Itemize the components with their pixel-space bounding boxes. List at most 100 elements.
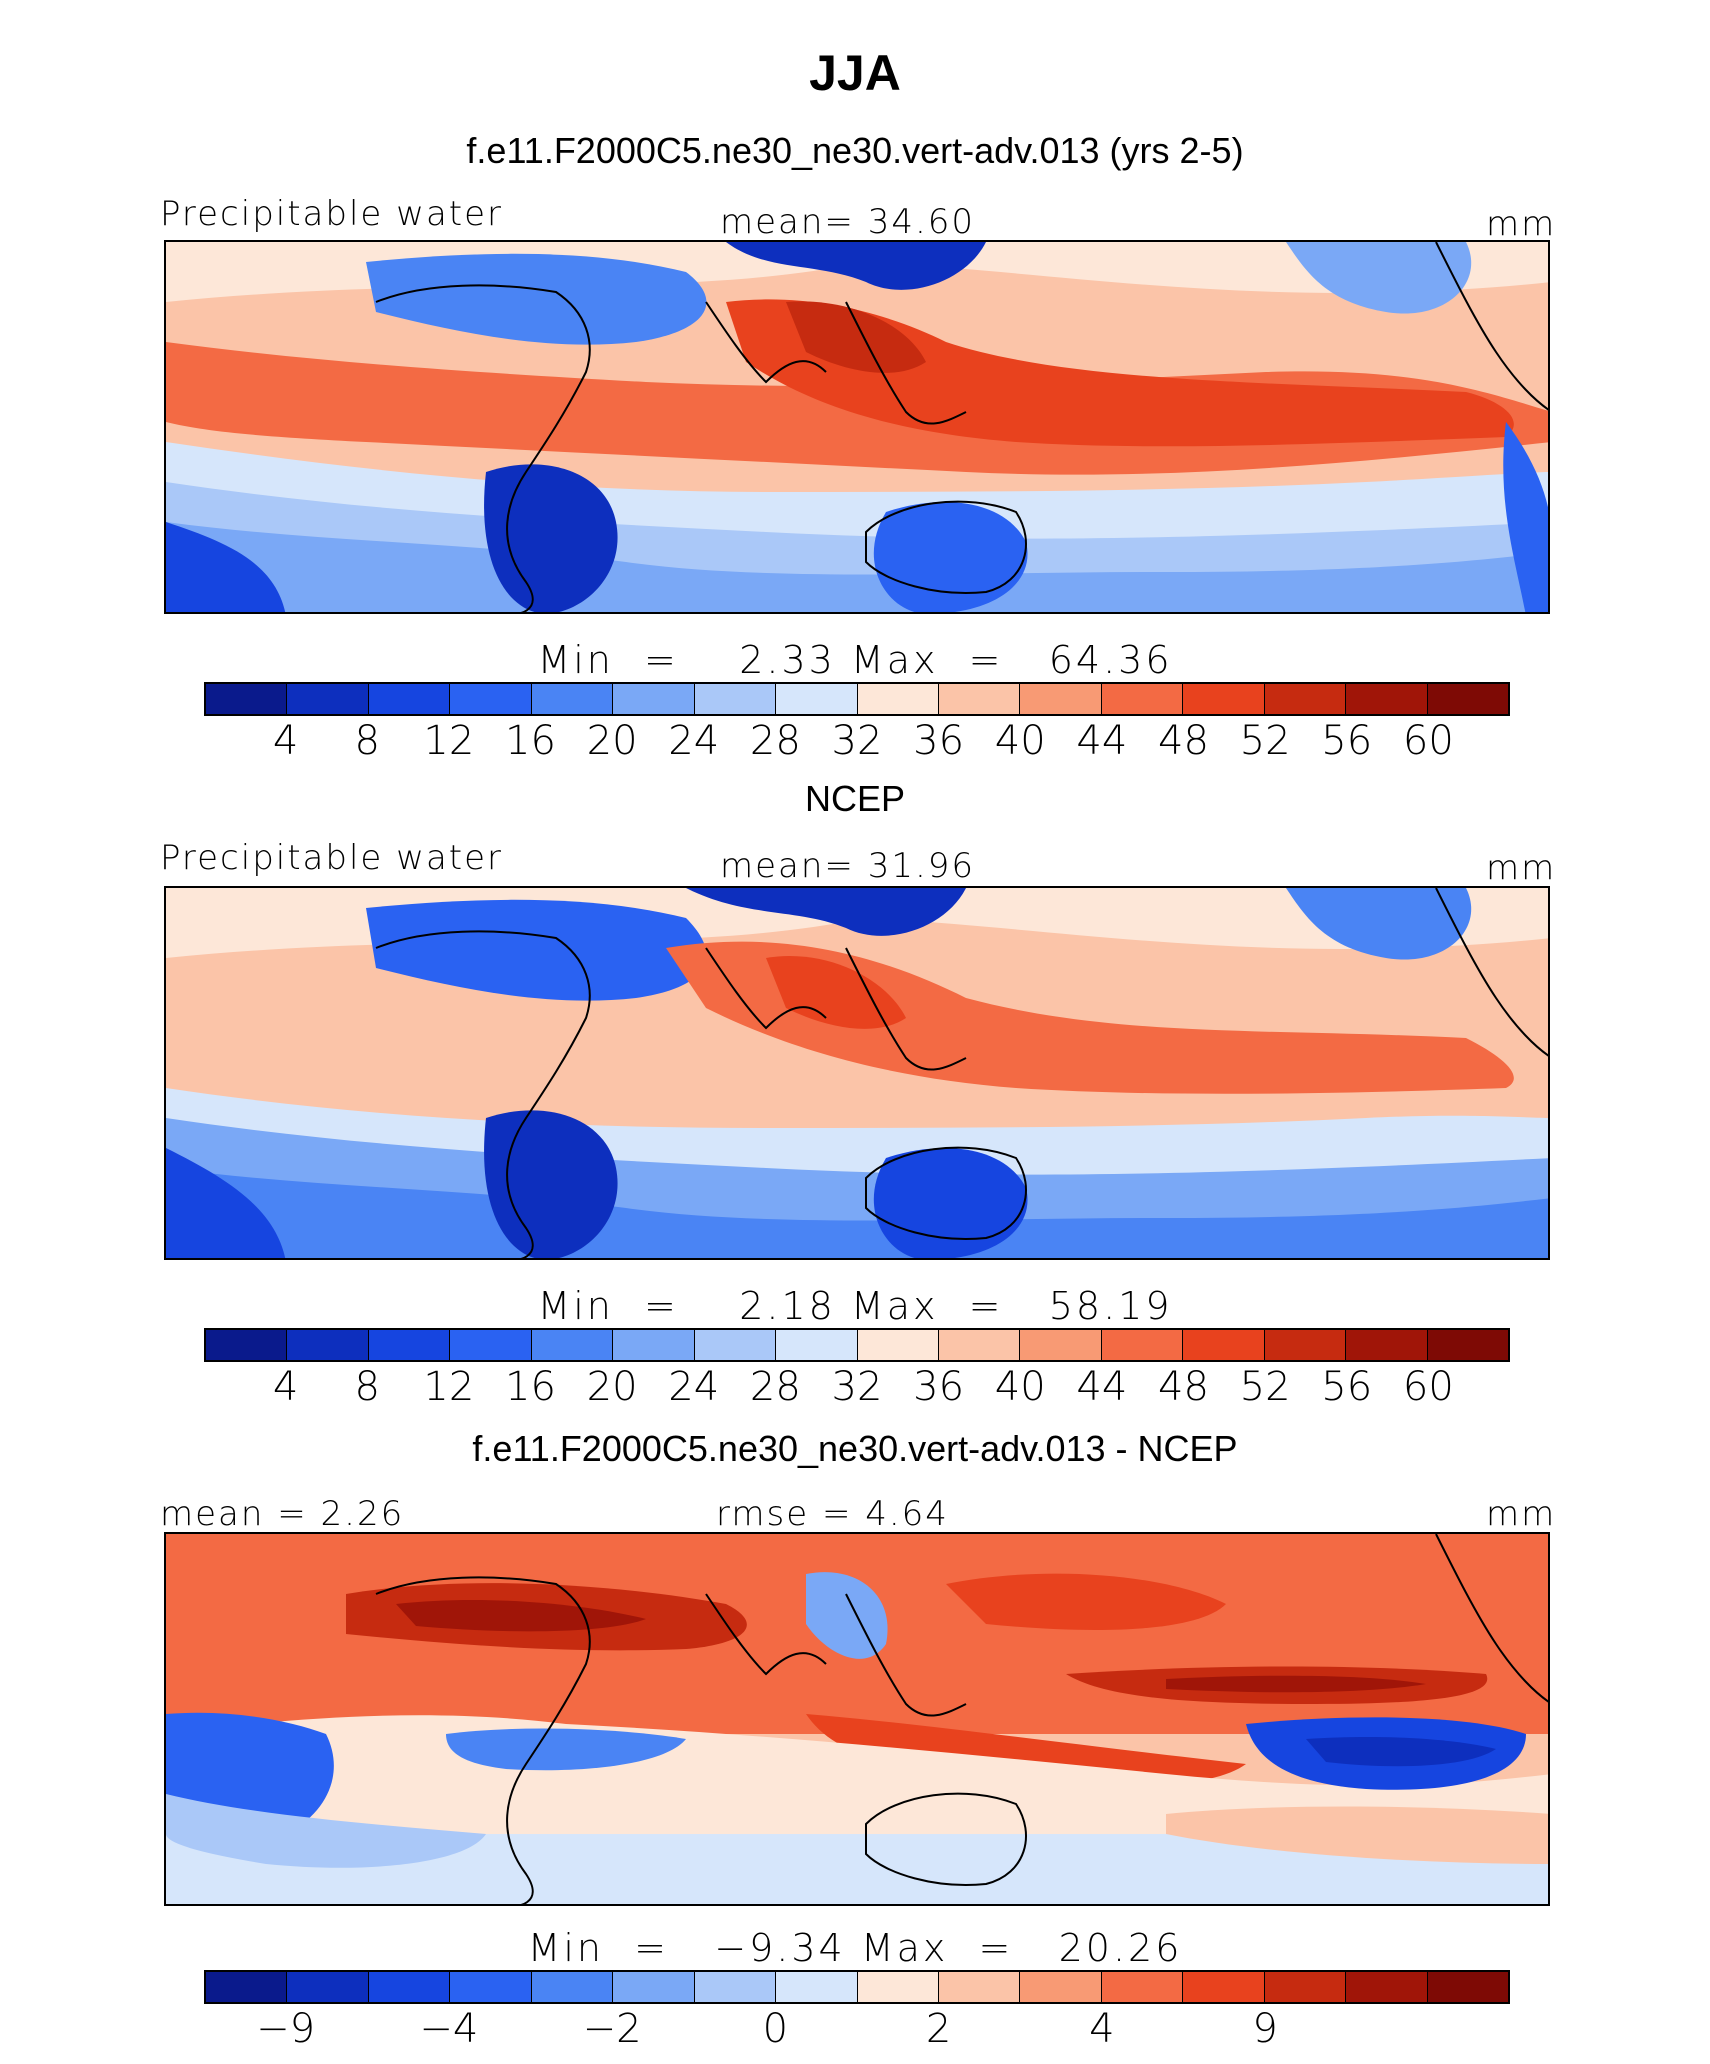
panel-2-colorbar-ticks: 4 8 12 16 20 24 28 32 36 40 44 48 52 56 60 — [204, 1364, 1510, 1410]
panel-2-mean-label: mean= 31.96 — [720, 846, 976, 886]
colorbar-box — [1020, 1972, 1102, 2002]
panel-2-max-value: 58.19 — [1048, 1284, 1173, 1328]
colorbar-box — [1020, 684, 1102, 714]
colorbar-box — [287, 1330, 369, 1360]
panel-2-min-label: Min — [537, 1284, 614, 1328]
colorbar-tick-label: −2 — [582, 2006, 642, 2052]
colorbar-box — [1264, 1972, 1347, 2002]
colorbar-tick-label: 4 — [272, 718, 299, 764]
colorbar-box — [694, 684, 777, 714]
colorbar-box — [776, 1330, 858, 1360]
colorbar-box — [1346, 1330, 1428, 1360]
panel-1-units-label: mm — [1486, 204, 1557, 244]
panel-3-map — [164, 1532, 1550, 1906]
panel-2-variable-label: Precipitable water — [160, 838, 504, 878]
panel-2-stats: Min = 2.18 Max = 58.19 — [537, 1284, 1173, 1328]
colorbar-box — [613, 1972, 695, 2002]
colorbar-box — [1346, 1972, 1428, 2002]
colorbar-box — [938, 1972, 1021, 2002]
colorbar-tick-label: 2 — [925, 2006, 952, 2052]
colorbar-box — [1264, 684, 1347, 714]
panel-1-min-value: 2.33 — [739, 638, 836, 682]
colorbar-box — [206, 1330, 288, 1360]
colorbar-box — [1183, 1972, 1265, 2002]
colorbar-box — [450, 684, 532, 714]
panel-3-rmse-label: rmse = 4.64 — [716, 1494, 949, 1534]
panel-2-map — [164, 886, 1550, 1260]
panel-3-units-label: mm — [1486, 1494, 1557, 1534]
colorbar-tick-label: 44 — [1076, 718, 1128, 764]
panel-1-stats: Min = 2.33 Max = 64.36 — [537, 638, 1173, 682]
colorbar-tick-label: 32 — [831, 1364, 883, 1410]
panel-1-variable-label: Precipitable water — [160, 194, 504, 234]
colorbar-box — [613, 1330, 695, 1360]
colorbar-box — [206, 684, 288, 714]
colorbar-box — [287, 684, 369, 714]
colorbar-box — [694, 1972, 777, 2002]
colorbar-tick-label: 12 — [423, 718, 475, 764]
colorbar-box — [450, 1972, 532, 2002]
colorbar-tick-label: 36 — [913, 1364, 965, 1410]
colorbar-tick-label: 12 — [423, 1364, 475, 1410]
colorbar-tick-label: 9 — [1252, 2006, 1278, 2052]
colorbar-box — [1427, 1972, 1508, 2002]
colorbar-tick-label: 60 — [1402, 718, 1454, 764]
panel-2-max-label: Max — [850, 1284, 939, 1328]
colorbar-box — [857, 684, 939, 714]
colorbar-tick-label: 28 — [749, 718, 801, 764]
panel-2-min-value: 2.18 — [739, 1284, 836, 1328]
panel-2-title: NCEP — [804, 778, 906, 819]
panel-3-min-value: −9.34 — [714, 1926, 846, 1970]
panel-3-max-label: Max — [860, 1926, 949, 1970]
colorbar-tick-label: 24 — [668, 1364, 720, 1410]
colorbar-tick-label: 8 — [354, 718, 380, 764]
panel-3-map-svg — [166, 1534, 1548, 1904]
colorbar-box — [938, 684, 1021, 714]
panel-3-colorbar — [204, 1970, 1510, 2004]
panel-3-stats: Min = −9.34 Max = 20.26 — [527, 1926, 1183, 1970]
colorbar-box — [368, 1972, 451, 2002]
colorbar-box — [938, 1330, 1021, 1360]
colorbar-box — [287, 1972, 369, 2002]
panel-3-max-value: 20.26 — [1058, 1926, 1183, 1970]
colorbar-box — [531, 1972, 614, 2002]
colorbar-tick-label: 0 — [762, 2006, 789, 2052]
colorbar-box — [1346, 684, 1428, 714]
colorbar-tick-label: 44 — [1076, 1364, 1128, 1410]
panel-1-map — [164, 240, 1550, 614]
panel-1-max-value: 64.36 — [1048, 638, 1173, 682]
colorbar-box — [1427, 1330, 1508, 1360]
colorbar-tick-label: 16 — [505, 718, 556, 764]
panel-1-title: f.e11.F2000C5.ne30_ne30.vert-adv.013 (yr… — [466, 130, 1244, 171]
colorbar-box — [776, 684, 858, 714]
colorbar-box — [694, 1330, 777, 1360]
colorbar-box — [1427, 684, 1508, 714]
colorbar-box — [1101, 684, 1184, 714]
colorbar-box — [776, 1972, 858, 2002]
colorbar-box — [450, 1330, 532, 1360]
colorbar-tick-label: 24 — [668, 718, 720, 764]
colorbar-box — [613, 684, 695, 714]
colorbar-box — [368, 1330, 451, 1360]
panel-1-mean-label: mean= 34.60 — [720, 202, 976, 242]
panel-1-min-label: Min — [537, 638, 614, 682]
panel-2-units-label: mm — [1486, 848, 1557, 888]
panel-2-map-svg — [166, 888, 1548, 1258]
panel-3-title: f.e11.F2000C5.ne30_ne30.vert-adv.013 - N… — [472, 1428, 1238, 1469]
colorbar-tick-label: 20 — [586, 718, 638, 764]
colorbar-tick-label: 8 — [354, 1364, 380, 1410]
panel-3-min-label: Min — [527, 1926, 605, 1970]
panel-1-map-svg — [166, 242, 1548, 612]
colorbar-tick-label: −4 — [419, 2006, 479, 2052]
colorbar-tick-label: 48 — [1158, 1364, 1209, 1410]
colorbar-tick-label: 52 — [1239, 1364, 1291, 1410]
colorbar-tick-label: 20 — [586, 1364, 638, 1410]
colorbar-tick-label: 60 — [1402, 1364, 1454, 1410]
colorbar-tick-label: 32 — [831, 718, 883, 764]
colorbar-tick-label: 4 — [272, 1364, 299, 1410]
colorbar-box — [1264, 1330, 1347, 1360]
colorbar-tick-label: 56 — [1321, 718, 1373, 764]
colorbar-tick-label: 36 — [913, 718, 965, 764]
colorbar-tick-label: 52 — [1239, 718, 1291, 764]
colorbar-tick-label: 40 — [994, 1364, 1046, 1410]
